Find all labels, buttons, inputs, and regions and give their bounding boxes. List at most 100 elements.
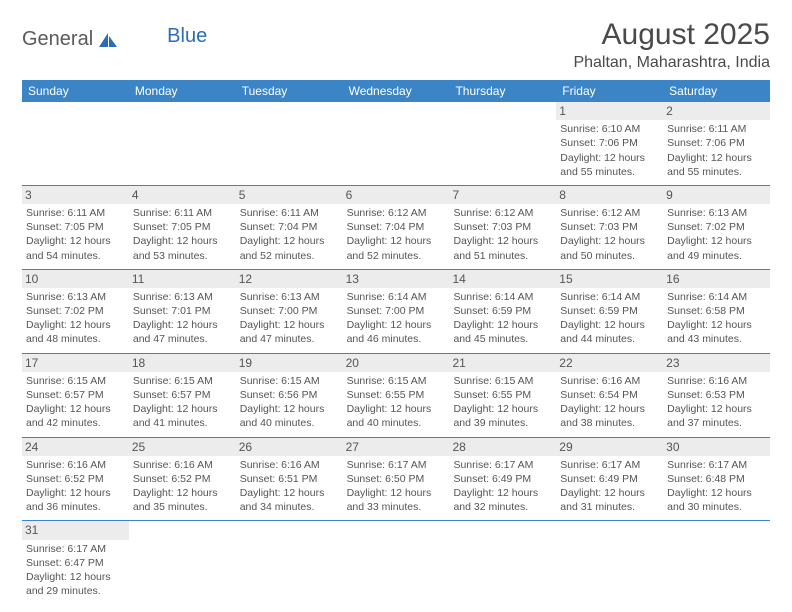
day-number: 13	[343, 270, 450, 288]
day-number: 28	[449, 438, 556, 456]
day-cell: 12Sunrise: 6:13 AMSunset: 7:00 PMDayligh…	[236, 270, 343, 353]
day-number: 7	[449, 186, 556, 204]
sunset-text: Sunset: 7:03 PM	[453, 220, 552, 234]
sunset-text: Sunset: 6:57 PM	[133, 388, 232, 402]
day-cell: 29Sunrise: 6:17 AMSunset: 6:49 PMDayligh…	[556, 438, 663, 521]
daylight-text: Daylight: 12 hours and 48 minutes.	[26, 318, 125, 346]
daylight-text: Daylight: 12 hours and 55 minutes.	[667, 151, 766, 179]
day-cell	[236, 102, 343, 185]
day-number: 12	[236, 270, 343, 288]
sunrise-text: Sunrise: 6:16 AM	[240, 458, 339, 472]
sunrise-text: Sunrise: 6:11 AM	[133, 206, 232, 220]
sunset-text: Sunset: 6:49 PM	[453, 472, 552, 486]
daylight-text: Daylight: 12 hours and 29 minutes.	[26, 570, 125, 598]
weekday-header: Monday	[129, 80, 236, 102]
location-subtitle: Phaltan, Maharashtra, India	[573, 54, 770, 72]
daylight-text: Daylight: 12 hours and 47 minutes.	[133, 318, 232, 346]
sunrise-text: Sunrise: 6:17 AM	[26, 542, 125, 556]
sunset-text: Sunset: 6:56 PM	[240, 388, 339, 402]
sunrise-text: Sunrise: 6:12 AM	[560, 206, 659, 220]
daylight-text: Daylight: 12 hours and 32 minutes.	[453, 486, 552, 514]
day-number: 22	[556, 354, 663, 372]
day-cell: 23Sunrise: 6:16 AMSunset: 6:53 PMDayligh…	[663, 354, 770, 437]
sunrise-text: Sunrise: 6:16 AM	[667, 374, 766, 388]
day-cell: 4Sunrise: 6:11 AMSunset: 7:05 PMDaylight…	[129, 186, 236, 269]
day-number: 1	[556, 102, 663, 120]
title-block: August 2025 Phaltan, Maharashtra, India	[573, 18, 770, 72]
calendar: SundayMondayTuesdayWednesdayThursdayFrid…	[22, 80, 770, 604]
daylight-text: Daylight: 12 hours and 35 minutes.	[133, 486, 232, 514]
daylight-text: Daylight: 12 hours and 49 minutes.	[667, 234, 766, 262]
day-cell	[449, 521, 556, 604]
sunset-text: Sunset: 6:52 PM	[133, 472, 232, 486]
sunset-text: Sunset: 6:50 PM	[347, 472, 446, 486]
sunrise-text: Sunrise: 6:14 AM	[453, 290, 552, 304]
page-title: August 2025	[573, 18, 770, 52]
day-number: 4	[129, 186, 236, 204]
day-cell: 21Sunrise: 6:15 AMSunset: 6:55 PMDayligh…	[449, 354, 556, 437]
daylight-text: Daylight: 12 hours and 43 minutes.	[667, 318, 766, 346]
day-cell: 10Sunrise: 6:13 AMSunset: 7:02 PMDayligh…	[22, 270, 129, 353]
sunrise-text: Sunrise: 6:11 AM	[240, 206, 339, 220]
day-number: 18	[129, 354, 236, 372]
logo: General Blue	[22, 18, 207, 51]
sunrise-text: Sunrise: 6:17 AM	[453, 458, 552, 472]
daylight-text: Daylight: 12 hours and 38 minutes.	[560, 402, 659, 430]
daylight-text: Daylight: 12 hours and 30 minutes.	[667, 486, 766, 514]
day-number: 23	[663, 354, 770, 372]
sunset-text: Sunset: 6:55 PM	[453, 388, 552, 402]
day-cell: 20Sunrise: 6:15 AMSunset: 6:55 PMDayligh…	[343, 354, 450, 437]
day-cell: 5Sunrise: 6:11 AMSunset: 7:04 PMDaylight…	[236, 186, 343, 269]
day-cell	[129, 521, 236, 604]
day-cell: 13Sunrise: 6:14 AMSunset: 7:00 PMDayligh…	[343, 270, 450, 353]
day-number: 6	[343, 186, 450, 204]
daylight-text: Daylight: 12 hours and 40 minutes.	[240, 402, 339, 430]
sunset-text: Sunset: 7:04 PM	[347, 220, 446, 234]
day-number: 19	[236, 354, 343, 372]
day-cell: 14Sunrise: 6:14 AMSunset: 6:59 PMDayligh…	[449, 270, 556, 353]
sunset-text: Sunset: 6:48 PM	[667, 472, 766, 486]
sunset-text: Sunset: 6:51 PM	[240, 472, 339, 486]
daylight-text: Daylight: 12 hours and 40 minutes.	[347, 402, 446, 430]
weeks-container: 1Sunrise: 6:10 AMSunset: 7:06 PMDaylight…	[22, 102, 770, 604]
sunrise-text: Sunrise: 6:13 AM	[240, 290, 339, 304]
sunrise-text: Sunrise: 6:17 AM	[667, 458, 766, 472]
day-cell: 2Sunrise: 6:11 AMSunset: 7:06 PMDaylight…	[663, 102, 770, 185]
sunset-text: Sunset: 7:06 PM	[560, 136, 659, 150]
sunrise-text: Sunrise: 6:10 AM	[560, 122, 659, 136]
day-cell: 31Sunrise: 6:17 AMSunset: 6:47 PMDayligh…	[22, 521, 129, 604]
sunrise-text: Sunrise: 6:14 AM	[667, 290, 766, 304]
daylight-text: Daylight: 12 hours and 36 minutes.	[26, 486, 125, 514]
sunrise-text: Sunrise: 6:13 AM	[26, 290, 125, 304]
day-cell	[663, 521, 770, 604]
day-cell	[236, 521, 343, 604]
sunset-text: Sunset: 6:49 PM	[560, 472, 659, 486]
sunset-text: Sunset: 7:05 PM	[133, 220, 232, 234]
week-row: 3Sunrise: 6:11 AMSunset: 7:05 PMDaylight…	[22, 186, 770, 270]
weekday-header: Wednesday	[343, 80, 450, 102]
day-number: 9	[663, 186, 770, 204]
sunset-text: Sunset: 7:03 PM	[560, 220, 659, 234]
sunrise-text: Sunrise: 6:15 AM	[453, 374, 552, 388]
daylight-text: Daylight: 12 hours and 44 minutes.	[560, 318, 659, 346]
sunset-text: Sunset: 7:00 PM	[240, 304, 339, 318]
weekday-header: Thursday	[449, 80, 556, 102]
weekday-header: Tuesday	[236, 80, 343, 102]
day-number: 31	[22, 521, 129, 539]
day-cell: 18Sunrise: 6:15 AMSunset: 6:57 PMDayligh…	[129, 354, 236, 437]
daylight-text: Daylight: 12 hours and 52 minutes.	[347, 234, 446, 262]
sunset-text: Sunset: 7:02 PM	[667, 220, 766, 234]
daylight-text: Daylight: 12 hours and 50 minutes.	[560, 234, 659, 262]
day-number: 3	[22, 186, 129, 204]
logo-sail-icon	[97, 31, 119, 49]
sunset-text: Sunset: 6:53 PM	[667, 388, 766, 402]
sunrise-text: Sunrise: 6:14 AM	[560, 290, 659, 304]
day-number: 14	[449, 270, 556, 288]
sunrise-text: Sunrise: 6:11 AM	[667, 122, 766, 136]
sunset-text: Sunset: 7:01 PM	[133, 304, 232, 318]
day-number: 17	[22, 354, 129, 372]
daylight-text: Daylight: 12 hours and 34 minutes.	[240, 486, 339, 514]
sunset-text: Sunset: 7:06 PM	[667, 136, 766, 150]
week-row: 24Sunrise: 6:16 AMSunset: 6:52 PMDayligh…	[22, 438, 770, 522]
weekday-header: Sunday	[22, 80, 129, 102]
